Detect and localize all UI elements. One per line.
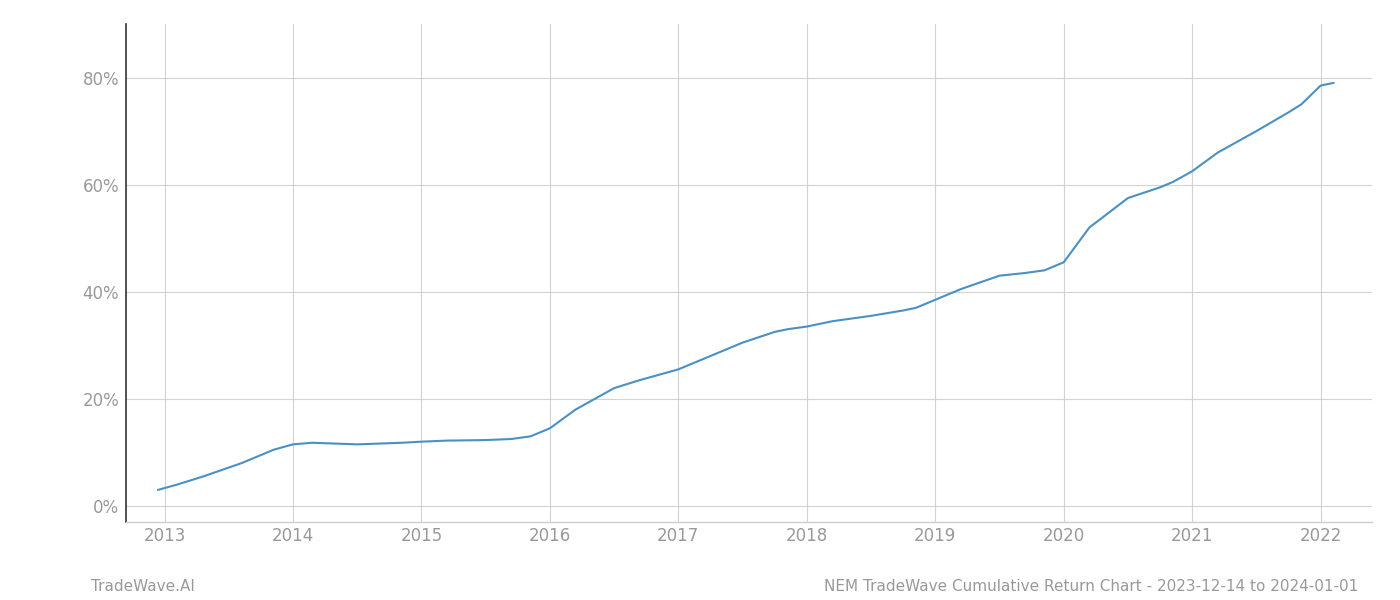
Text: NEM TradeWave Cumulative Return Chart - 2023-12-14 to 2024-01-01: NEM TradeWave Cumulative Return Chart - …	[823, 579, 1358, 594]
Text: TradeWave.AI: TradeWave.AI	[91, 579, 195, 594]
